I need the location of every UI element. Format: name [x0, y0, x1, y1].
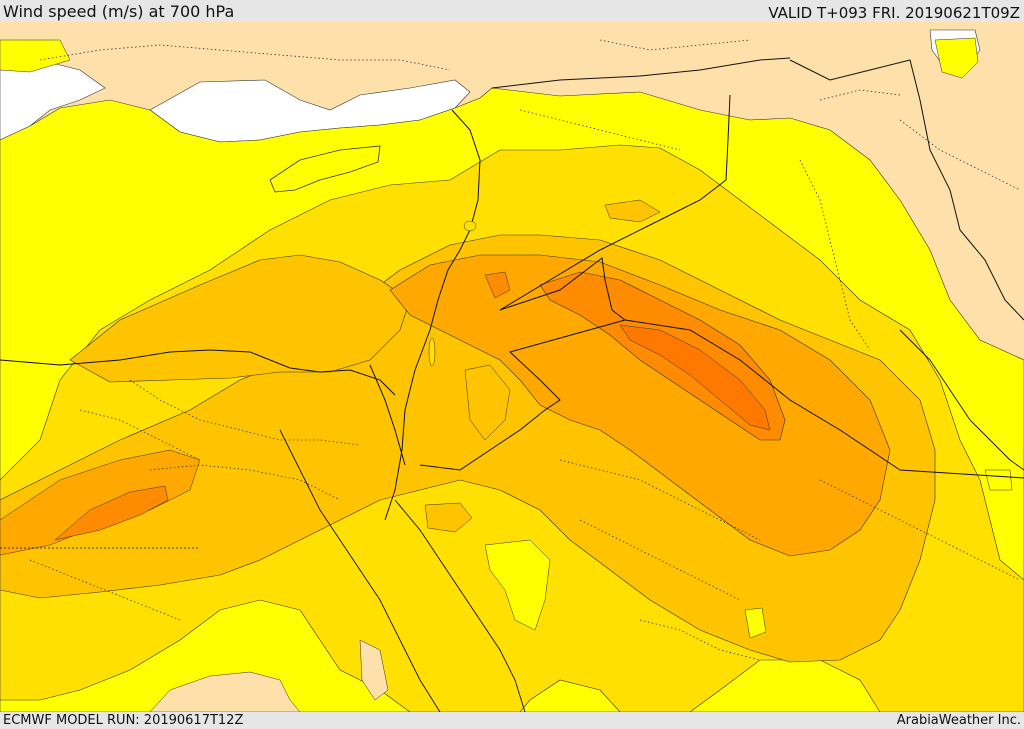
map-title: Wind speed (m/s) at 700 hPa [3, 2, 235, 21]
border-turkey-syria [491, 57, 791, 89]
coastline-gulf [899, 329, 1024, 471]
wind-patch-gulf [984, 469, 1013, 491]
wind-patch-jordan [464, 364, 511, 441]
wind-speed-map[interactable] [0, 20, 1024, 712]
wind-patch-arabia [744, 607, 767, 639]
wind-patch-syria [604, 199, 661, 223]
border-jordan-saudi [419, 257, 627, 471]
wind-patch-levant-1 [484, 271, 511, 299]
coastline-levant [384, 109, 481, 521]
wind-patch-aegean-1 [0, 39, 71, 73]
model-run: ECMWF MODEL RUN: 20190617T12Z [3, 713, 244, 728]
wind-lobe-mediterranean [69, 254, 411, 383]
admin-boundaries [29, 39, 1021, 661]
coastline-nile-delta [0, 349, 396, 396]
border-iraq-saudi [624, 319, 1024, 479]
lake-dead-sea [428, 337, 436, 367]
credit: ArabiaWeather Inc. [896, 713, 1021, 728]
footer-bar: ECMWF MODEL RUN: 20190617T12Z ArabiaWeat… [0, 712, 1024, 729]
wind-patch-redsea-1 [484, 539, 551, 631]
valid-time: VALID T+093 FRI. 20190621T09Z [768, 4, 1020, 22]
wind-core-west [54, 485, 169, 541]
header-bar: Wind speed (m/s) at 700 hPa VALID T+093 … [0, 0, 1024, 22]
border-israel-egypt [369, 364, 406, 466]
island-cyprus [269, 145, 381, 193]
wind-band-level-4 [389, 254, 891, 557]
lake-tharthar [463, 220, 477, 232]
border-iraq-iran [789, 59, 1024, 321]
coastline-red-sea [279, 429, 441, 712]
land-patch-egypt [149, 671, 301, 712]
wind-patch-redsea-2 [359, 639, 389, 701]
wind-patch-sinai [424, 502, 473, 533]
coastline-red-sea-east [394, 499, 526, 712]
wind-patch-caspian [934, 37, 979, 79]
border-syria-iraq [499, 94, 731, 311]
wind-band-level-6 [619, 324, 771, 431]
